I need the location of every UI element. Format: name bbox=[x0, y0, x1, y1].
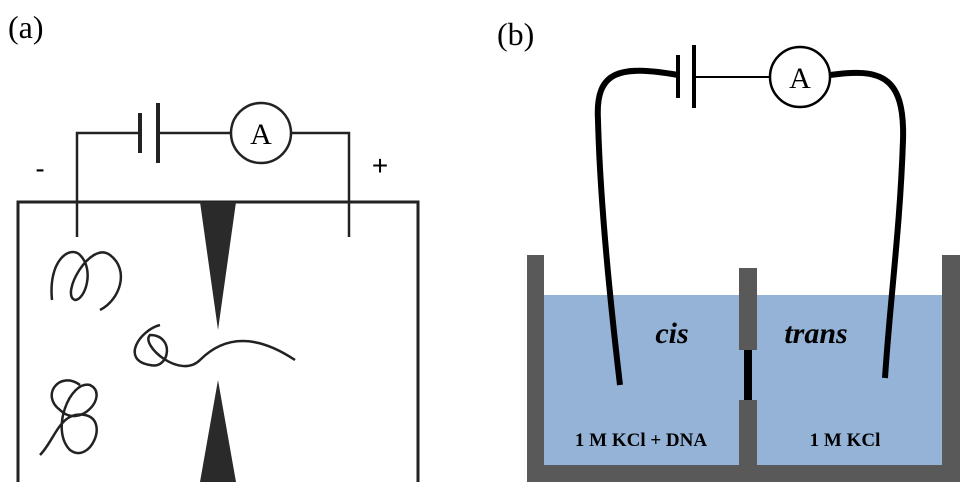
panel-label: (a) bbox=[8, 9, 44, 45]
figure: (a) A - + (b) A cis trans 1 M KCl + DNA … bbox=[0, 0, 960, 482]
negative-terminal: - bbox=[35, 153, 44, 184]
solution-label: 1 M KCl + DNA bbox=[575, 430, 707, 451]
panel-label: (b) bbox=[497, 16, 534, 52]
chamber-name: cis bbox=[655, 317, 688, 350]
solution-label: 1 M KCl bbox=[810, 430, 881, 451]
ammeter-label: A bbox=[789, 62, 811, 95]
positive-terminal: + bbox=[372, 150, 388, 181]
nanopore-top bbox=[200, 202, 236, 330]
ammeter-label: A bbox=[250, 118, 272, 151]
nanopore-bottom bbox=[200, 380, 236, 482]
chamber-name: trans bbox=[784, 317, 847, 350]
membrane bbox=[744, 350, 752, 400]
